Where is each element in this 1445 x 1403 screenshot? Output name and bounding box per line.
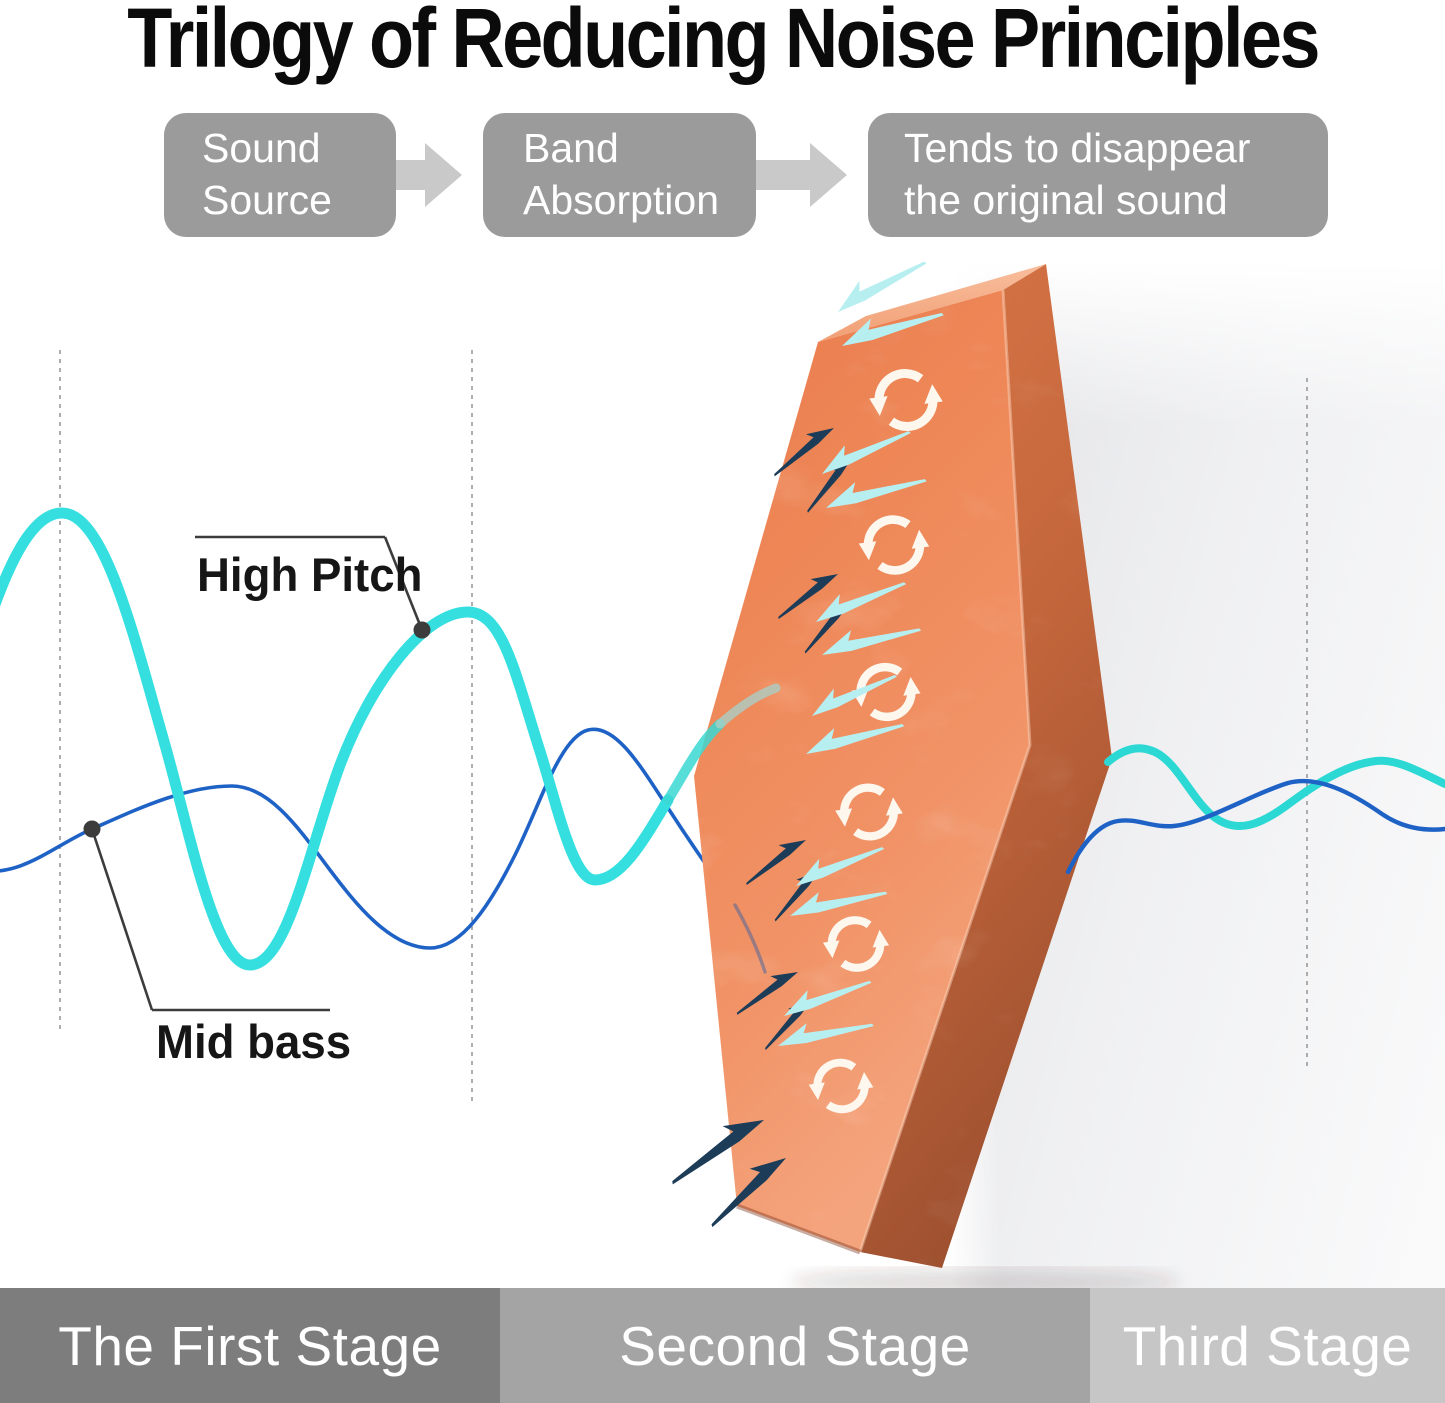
stage-second: Second Stage xyxy=(500,1288,1090,1403)
mid-bass-label: Mid bass xyxy=(156,1015,352,1068)
mid-bass-wave-left xyxy=(0,727,737,950)
flow-arrows xyxy=(368,143,847,207)
flow-arrow-icon xyxy=(368,143,462,207)
panel-bottom-edge xyxy=(736,1203,861,1255)
high-pitch-label: High Pitch xyxy=(197,548,423,601)
high-pitch-on-panel xyxy=(663,719,725,805)
flow-step-label-line: Absorption xyxy=(523,177,720,223)
mid-bass-callout-line xyxy=(90,828,154,1011)
flow-step-label-line: Sound xyxy=(202,125,321,172)
flow-arrow-icon xyxy=(753,143,847,207)
flow-step-label-line: Source xyxy=(202,177,332,223)
mid-bass-fading-tail xyxy=(733,903,767,974)
mid-bass-wave-right xyxy=(1065,778,1445,875)
page-title: Trilogy of Reducing Noise Principles xyxy=(127,0,1320,85)
panel-top-bevel xyxy=(818,264,1046,342)
flow-step-label-line: Tends to disappear xyxy=(904,125,1251,172)
sound-waves-absorbed xyxy=(663,683,781,974)
high-pitch-callout-line xyxy=(383,536,424,631)
stage-divider-lines xyxy=(59,350,1308,1105)
high-pitch-fading-tip xyxy=(715,683,781,729)
stage-third: Third Stage xyxy=(1090,1288,1445,1403)
sound-waves-incoming xyxy=(0,507,737,971)
stage-first: The First Stage xyxy=(0,1288,500,1403)
high-pitch-callout-dot xyxy=(413,621,431,639)
stage-bar: The First Stage Second Stage Third Stage xyxy=(0,1288,1445,1403)
mid-bass-callout-dot xyxy=(83,820,101,838)
flow-step-band-absorption: Band Absorption xyxy=(483,113,756,237)
high-pitch-wave-left xyxy=(0,507,674,971)
high-pitch-wave-right xyxy=(1104,744,1445,830)
flow-step-label-line: the original sound xyxy=(904,177,1228,223)
mid-bass-callout xyxy=(83,820,330,1012)
flow-step-sound-source: Sound Source xyxy=(164,113,396,237)
panel-ridge-highlight xyxy=(858,289,1032,1253)
flow-step-label-line: Band xyxy=(523,125,619,172)
flow-step-disappear-original-sound: Tends to disappear the original sound xyxy=(868,113,1328,237)
sound-waves-outgoing xyxy=(1065,744,1445,875)
high-pitch-callout xyxy=(195,535,431,639)
